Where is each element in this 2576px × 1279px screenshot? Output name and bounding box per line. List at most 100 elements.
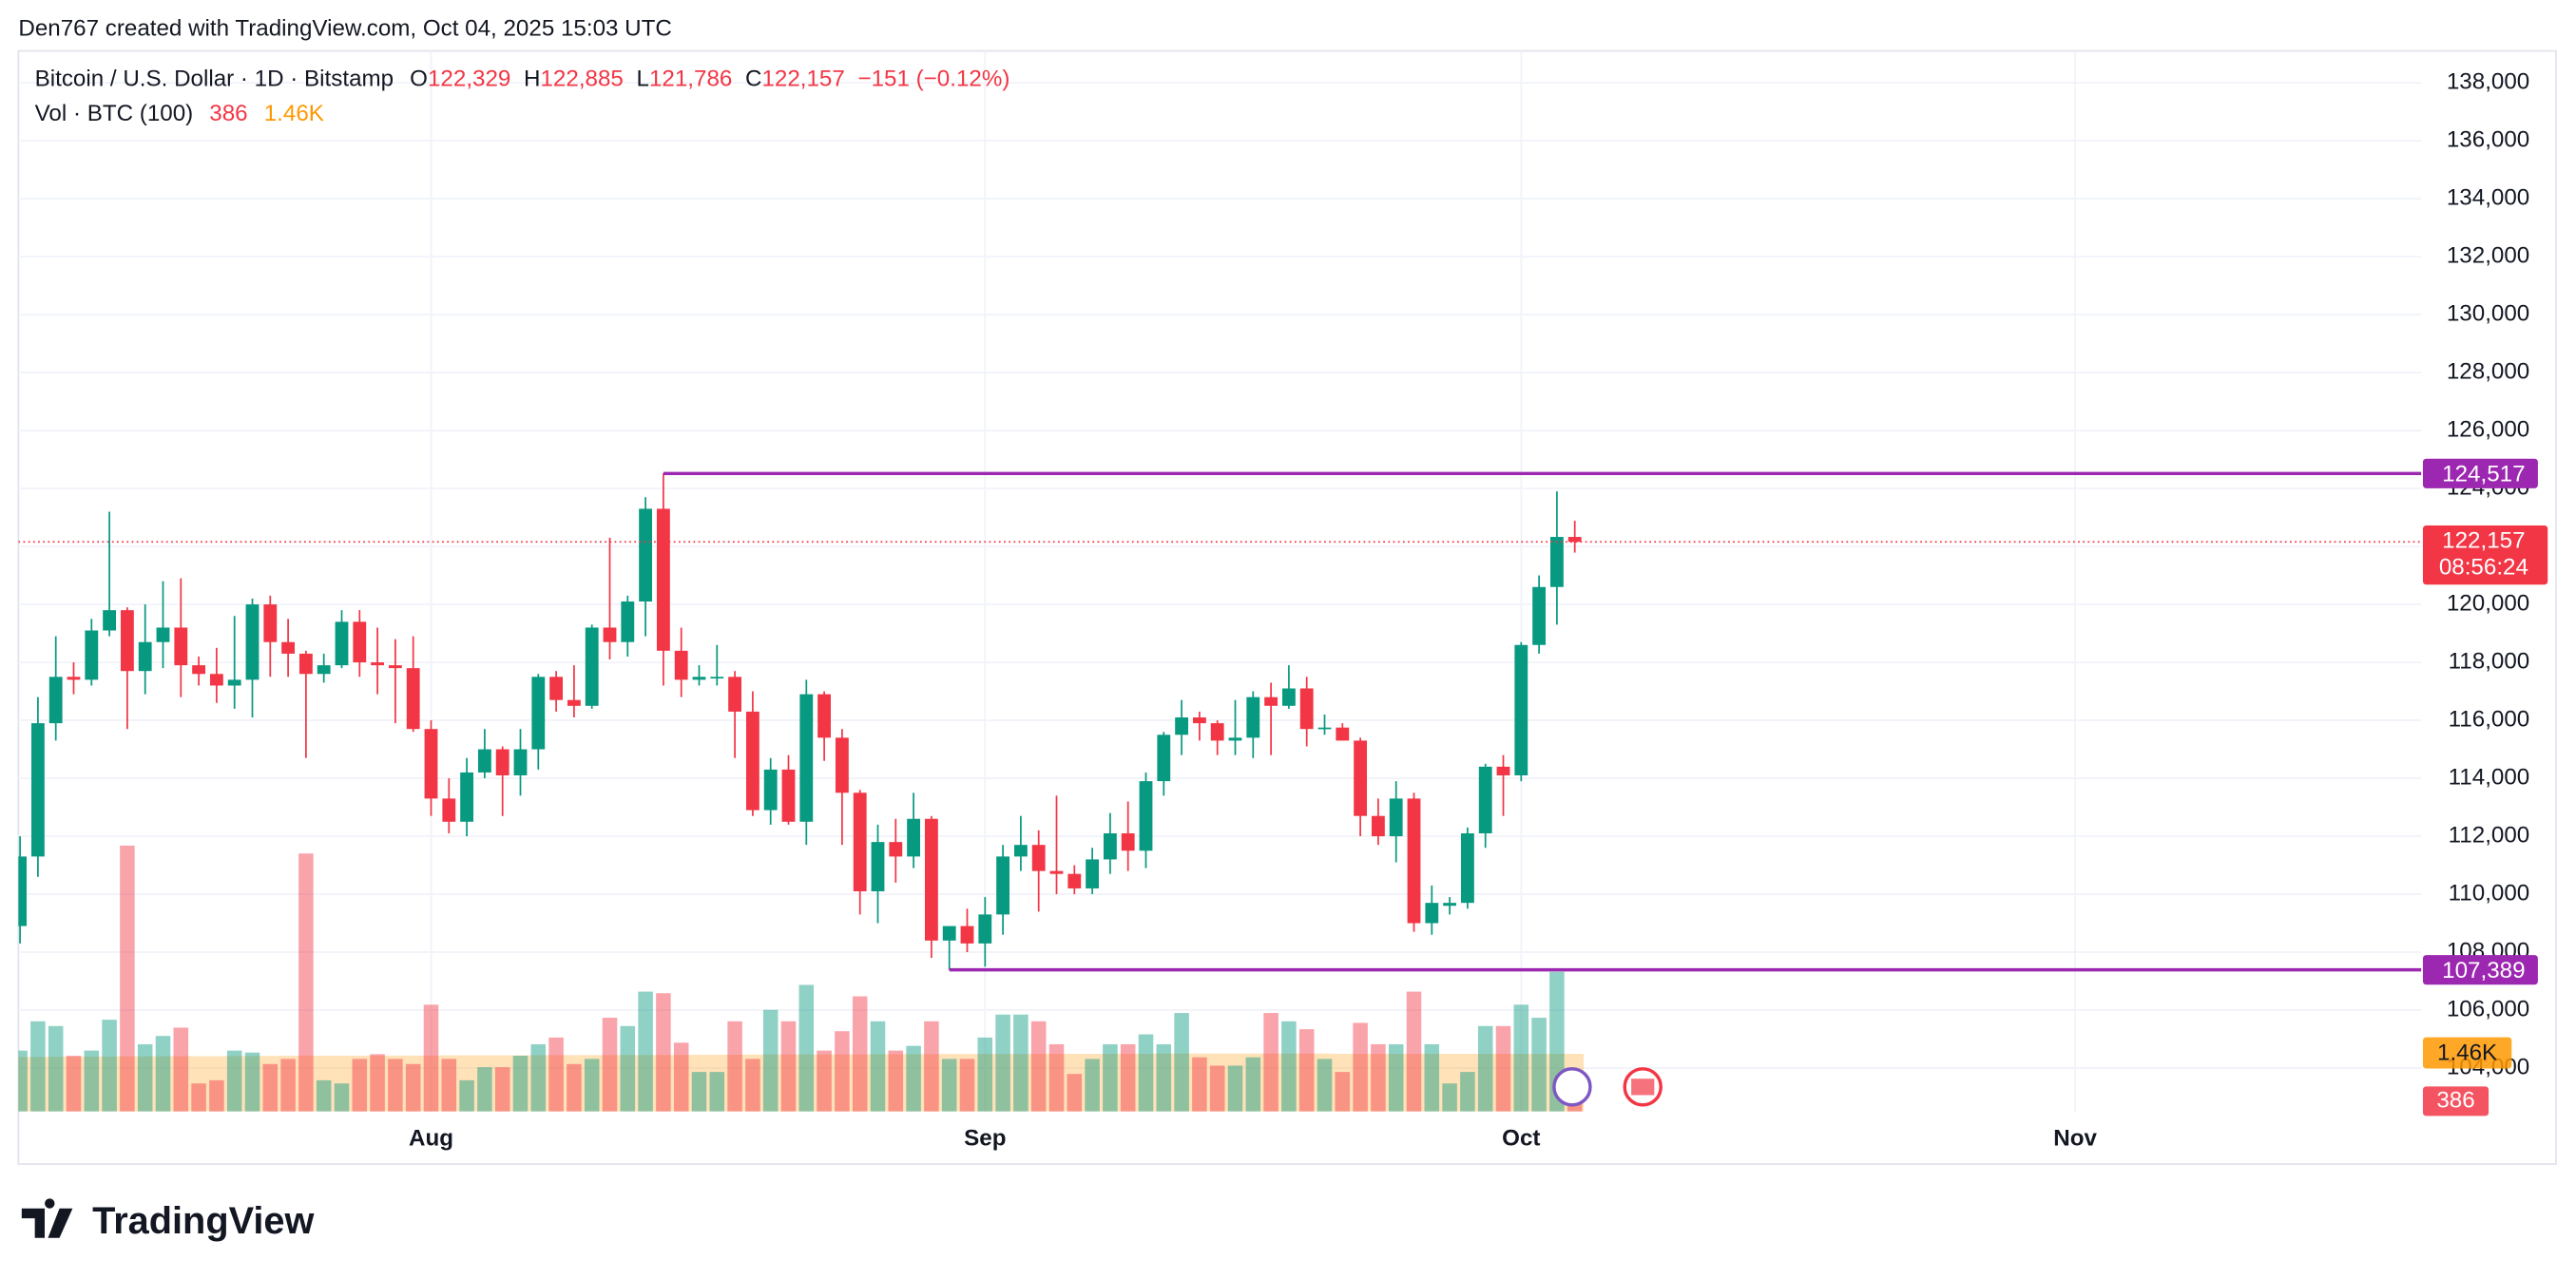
- volume-bar: [530, 1043, 547, 1112]
- candle-body: [978, 914, 992, 944]
- candle-body: [120, 610, 134, 672]
- candle-body: [174, 627, 188, 666]
- volume-bar: [48, 1025, 64, 1112]
- candle-body: [1496, 766, 1510, 775]
- y-tick-label: 138,000: [2447, 69, 2529, 95]
- y-tick-label: 118,000: [2449, 648, 2530, 674]
- candle-body: [138, 641, 152, 672]
- candle-body: [103, 610, 117, 631]
- legend-value: 122,329: [428, 67, 510, 92]
- volume-bar: [977, 1037, 993, 1112]
- volume-bar: [1174, 1013, 1189, 1112]
- level-label-box: [2422, 955, 2538, 985]
- candle-body: [1460, 832, 1474, 904]
- candle-body: [1157, 735, 1171, 782]
- candle-body: [1299, 688, 1314, 730]
- volume-ma-box: [2422, 1037, 2512, 1069]
- candle-body: [656, 508, 670, 651]
- candle-body: [1264, 697, 1278, 706]
- volume-bar: [1460, 1072, 1475, 1112]
- brand-logo: [21, 1198, 73, 1238]
- y-tick-label: 116,000: [2449, 706, 2530, 732]
- volume-bar: [584, 1059, 600, 1112]
- candle-body: [853, 792, 867, 891]
- candle-body: [1514, 644, 1528, 775]
- volume-bar: [745, 1059, 760, 1112]
- candle-body: [692, 677, 706, 680]
- volume-ma-label: 1.46K: [2437, 1040, 2497, 1065]
- candle-body: [1049, 870, 1064, 874]
- candle-body: [67, 677, 81, 680]
- candle-body: [245, 604, 260, 680]
- volume-bar: [780, 1021, 797, 1112]
- volume-bar: [173, 1027, 189, 1112]
- candle-body: [1210, 723, 1224, 741]
- last-price-label: 122,157: [2442, 528, 2525, 554]
- volume-bar: [567, 1063, 582, 1112]
- x-tick-label: Sep: [964, 1126, 1006, 1152]
- candle-body: [192, 665, 206, 675]
- volume-bar: [906, 1045, 921, 1112]
- volume-bar: [405, 1063, 421, 1112]
- volume-bar: [352, 1059, 368, 1112]
- volume-bar: [1120, 1043, 1136, 1112]
- candle-body: [281, 641, 296, 654]
- volume-bar: [1013, 1014, 1028, 1112]
- legend-key: L: [637, 67, 649, 92]
- candle-body: [30, 723, 45, 857]
- candle-body: [889, 842, 903, 857]
- volume-bar: [548, 1037, 564, 1112]
- volume-bar: [870, 1021, 886, 1112]
- candle-body: [728, 677, 742, 712]
- candle-body: [424, 729, 438, 799]
- candle-body: [85, 630, 99, 680]
- candle-body: [585, 627, 599, 706]
- candle-body: [1549, 537, 1564, 587]
- candle-body: [1532, 586, 1547, 645]
- volume-bar: [1424, 1043, 1440, 1112]
- candle-body: [1425, 903, 1439, 924]
- volume-bar: [995, 1014, 1010, 1112]
- volume-bar: [1209, 1065, 1225, 1112]
- candle-body: [603, 627, 617, 642]
- candle-body: [1567, 537, 1582, 543]
- candle-body: [1371, 815, 1385, 837]
- candle-body: [745, 711, 759, 811]
- volume-box: [2422, 1086, 2489, 1117]
- volume-bar: [84, 1050, 100, 1112]
- volume-bar: [191, 1083, 206, 1112]
- volume-bar: [102, 1020, 117, 1112]
- volume-bar: [1335, 1072, 1351, 1112]
- volume-bar: [691, 1072, 707, 1112]
- x-tick-label: Aug: [409, 1126, 453, 1152]
- volume-bar: [1531, 1018, 1547, 1112]
- volume-bar: [727, 1021, 742, 1112]
- legend-value: 122,885: [540, 67, 623, 92]
- candle-body: [1067, 873, 1082, 888]
- candle-body: [1139, 781, 1153, 851]
- candle-body: [781, 769, 796, 822]
- event-icons: [1552, 1067, 1663, 1107]
- volume-bar: [1067, 1074, 1083, 1112]
- volume-bar: [1353, 1022, 1368, 1112]
- level-label: 124,517: [2442, 461, 2525, 487]
- candle-body: [835, 737, 849, 793]
- candle-body: [227, 679, 241, 686]
- volume-bar: [262, 1063, 279, 1112]
- volume-bar: [423, 1004, 439, 1112]
- volume-bar: [441, 1059, 457, 1112]
- volume-bar: [638, 991, 653, 1112]
- candle-body: [1228, 737, 1242, 741]
- volume-bar: [1103, 1043, 1118, 1112]
- legend-volume: Vol · BTC (100) 386 1.46K: [35, 101, 324, 126]
- volume-bar: [1156, 1043, 1172, 1112]
- volume-bar: [1245, 1057, 1261, 1112]
- volume-bar: [941, 1059, 957, 1112]
- icon: [1552, 1067, 1592, 1107]
- candle-body: [710, 677, 724, 679]
- icon: [1631, 1079, 1655, 1096]
- volume-bar: [137, 1043, 153, 1112]
- volume-bar: [1371, 1043, 1386, 1112]
- candle-body: [1317, 727, 1332, 730]
